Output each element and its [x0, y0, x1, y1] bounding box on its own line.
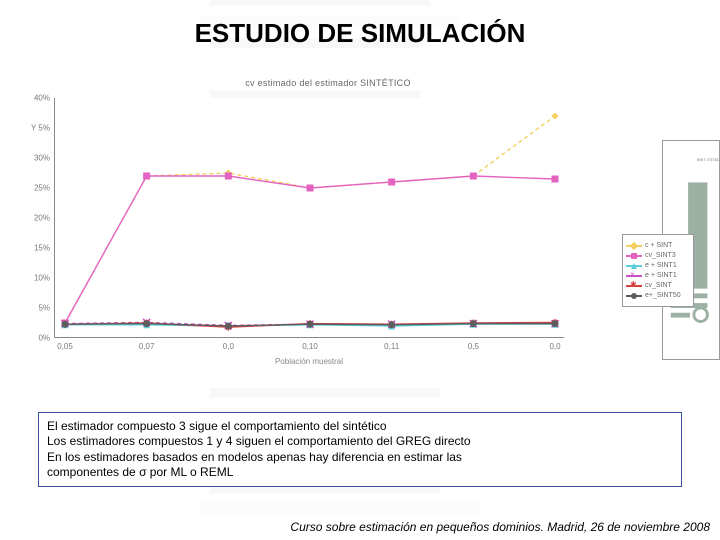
legend-label: e + SINT1	[645, 262, 677, 269]
y-tick: 5%	[18, 304, 50, 313]
textbox-line: componentes de σ por ML o REML	[47, 465, 673, 480]
legend-label: e + SINT1	[645, 272, 677, 279]
legend-item: cv_SINT3	[626, 252, 690, 259]
series-marker	[62, 321, 69, 328]
legend-label: e+_SINT50	[645, 292, 681, 299]
legend-item: ✱cv_SINT	[626, 282, 690, 289]
legend-item: e + SINT1	[626, 262, 690, 269]
legend-label: cv_SINT3	[645, 252, 676, 259]
series-marker	[552, 113, 559, 120]
series-marker	[552, 320, 559, 327]
footer-citation: Curso sobre estimación en pequeños domin…	[0, 520, 716, 534]
chart-legend: c + SINTcv_SINT3e + SINT1×e + SINT1 ✱cv_…	[622, 234, 694, 307]
chart-title: cv estimado del estimador SINTÉTICO	[18, 78, 638, 88]
textbox-line: En los estimadores basados en modelos ap…	[47, 450, 673, 465]
x-tick: 0,05	[57, 342, 73, 351]
y-tick: 15%	[18, 244, 50, 253]
legend-label: cv_SINT	[645, 282, 672, 289]
chart-xlabel: Población muestral	[54, 357, 564, 366]
page-title: ESTUDIO DE SIMULACIÓN	[0, 18, 720, 49]
legend-label: c + SINT	[645, 242, 672, 249]
series-marker	[143, 173, 150, 180]
svg-text:INST. ESTAD: INST. ESTAD	[697, 158, 719, 162]
legend-item: c + SINT	[626, 242, 690, 249]
chart-plot-area: 0,050,070,00,100,110,50,0	[54, 98, 564, 338]
analysis-textbox: El estimador compuesto 3 sigue el compor…	[38, 412, 682, 487]
x-tick: 0,0	[223, 342, 234, 351]
series-marker	[470, 173, 477, 180]
x-tick: 0,10	[302, 342, 318, 351]
y-tick: 40%	[18, 94, 50, 103]
series-marker	[225, 323, 232, 330]
x-tick: 0,0	[549, 342, 560, 351]
series-marker	[552, 176, 559, 183]
textbox-line: Los estimadores compuestos 1 y 4 siguen …	[47, 434, 673, 449]
y-tick: 30%	[18, 154, 50, 163]
y-tick: 0%	[18, 334, 50, 343]
series-marker	[307, 185, 314, 192]
y-tick: 10%	[18, 274, 50, 283]
y-tick: 25%	[18, 184, 50, 193]
series-marker	[307, 321, 314, 328]
series-marker	[225, 173, 232, 180]
series-marker	[388, 321, 395, 328]
series-marker	[470, 320, 477, 327]
legend-item: ×e + SINT1	[626, 272, 690, 279]
series-marker	[388, 179, 395, 186]
x-tick: 0,11	[384, 342, 399, 351]
series-line	[65, 176, 555, 323]
x-tick: 0,5	[468, 342, 479, 351]
series-line	[65, 116, 555, 323]
y-tick: Y 5%	[18, 124, 50, 133]
textbox-line: El estimador compuesto 3 sigue el compor…	[47, 419, 673, 434]
x-tick: 0,07	[139, 342, 155, 351]
legend-item: e+_SINT50	[626, 292, 690, 299]
y-tick: 20%	[18, 214, 50, 223]
series-marker	[143, 320, 150, 327]
chart-container: cv estimado del estimador SINTÉTICO 0% 5%…	[18, 78, 638, 394]
